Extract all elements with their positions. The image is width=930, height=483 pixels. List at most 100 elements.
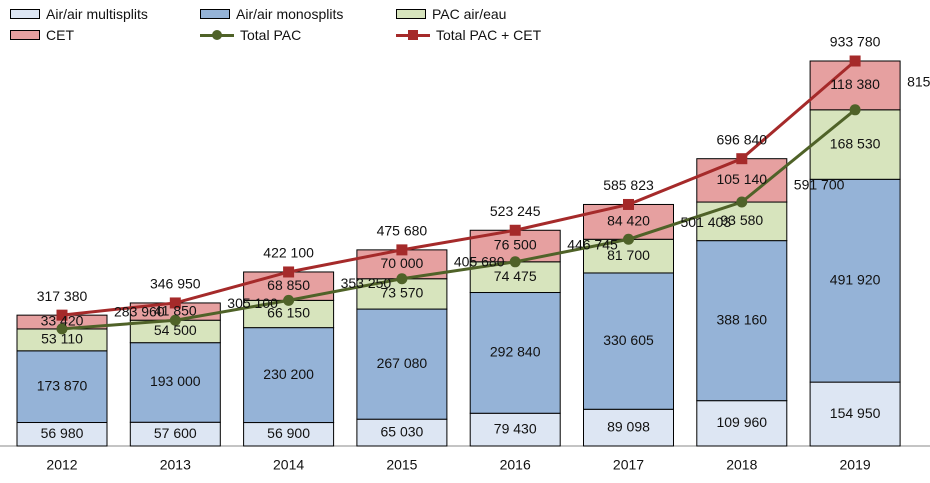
legend-label: PAC air/eau <box>432 6 507 22</box>
bar-segment <box>129 342 221 423</box>
x-tick-label: 2019 <box>840 457 871 473</box>
line-point <box>623 198 634 210</box>
line-value-label: 305 100 <box>227 295 278 311</box>
bar-segment <box>243 327 335 424</box>
line-value-label: 815 400 <box>907 74 930 90</box>
line-value-label: 353 250 <box>341 275 392 291</box>
bar-value-label: 53 110 <box>41 331 83 347</box>
x-tick-label: 2014 <box>273 457 304 473</box>
bar-value-label: 292 840 <box>490 344 541 360</box>
legend-swatch <box>10 9 40 19</box>
bar-segment <box>696 400 788 447</box>
bar-segment <box>469 292 561 414</box>
bar-value-label: 105 140 <box>716 171 767 187</box>
line-value-label: 933 780 <box>830 34 881 50</box>
line-value-label: 317 380 <box>37 288 88 304</box>
x-tick-label: 2013 <box>160 457 191 473</box>
bar-value-label: 81 700 <box>607 247 650 263</box>
bar-value-label: 66 150 <box>267 305 310 321</box>
legend-swatch <box>10 30 40 40</box>
line-point <box>56 309 68 321</box>
line-point <box>283 294 295 306</box>
legend-swatch <box>200 9 230 19</box>
line-point <box>849 55 861 67</box>
line-point <box>396 244 408 256</box>
bar-segment <box>16 350 108 424</box>
bar-value-label: 54 500 <box>154 322 197 338</box>
bar-value-label: 73 570 <box>380 285 423 301</box>
legend-swatch <box>396 9 426 19</box>
line-point <box>169 314 181 326</box>
x-tick-label: 2017 <box>613 457 644 473</box>
bar-segment <box>809 178 901 383</box>
bar-value-label: 76 500 <box>494 237 537 253</box>
line-value-label: 591 700 <box>794 177 845 193</box>
line-point <box>509 224 521 236</box>
line-value-label: 475 680 <box>377 223 428 239</box>
line-point <box>736 196 748 208</box>
legend-label: Total PAC <box>240 27 302 43</box>
legend-item-air-air-monosplits: Air/air monosplits <box>200 6 343 22</box>
line-value-label: 283 960 <box>114 304 165 320</box>
bar-segment <box>356 308 448 420</box>
x-tick-label: 2016 <box>500 457 531 473</box>
bar-segment <box>696 201 788 242</box>
bar-value-label: 193 000 <box>150 373 201 389</box>
bar-segment <box>583 272 674 410</box>
bar-value-label: 70 000 <box>380 255 423 271</box>
line-point <box>56 323 68 335</box>
bar-value-label: 56 980 <box>41 425 84 441</box>
bar-segment <box>469 412 561 447</box>
bar-value-label: 89 098 <box>607 418 650 434</box>
line-value-label: 405 680 <box>454 253 505 269</box>
bar-value-label: 74 475 <box>494 268 537 284</box>
bar-value-label: 330 605 <box>603 332 654 348</box>
line-point <box>283 266 295 278</box>
line-value-label: 523 245 <box>490 203 541 219</box>
x-tick-label: 2012 <box>46 457 77 473</box>
bar-segment <box>356 418 448 447</box>
bar-value-label: 154 950 <box>830 405 881 421</box>
bar-segment <box>696 240 788 402</box>
bar-value-label: 168 530 <box>830 135 881 151</box>
bar-value-label: 68 850 <box>267 277 310 293</box>
line-point <box>849 104 861 116</box>
bar-value-label: 173 870 <box>37 377 88 393</box>
line-value-label: 585 823 <box>603 177 654 193</box>
series-line <box>61 59 857 317</box>
bar-value-label: 84 420 <box>607 213 650 229</box>
bar-value-label: 267 080 <box>377 355 428 371</box>
legend-label: Air/air monosplits <box>236 6 344 22</box>
line-value-label: 696 840 <box>716 131 767 147</box>
legend-item-total-pac-cet: Total PAC + CET <box>396 27 541 43</box>
legend-label: Air/air multisplits <box>46 6 148 22</box>
bar-value-label: 56 900 <box>267 425 310 441</box>
line-point <box>623 233 634 245</box>
bar-value-label: 388 160 <box>716 311 767 327</box>
legend-line-marker <box>200 29 234 41</box>
bar-value-label: 93 580 <box>720 212 763 228</box>
series-line <box>61 108 857 331</box>
line-value-label: 422 100 <box>263 245 314 261</box>
bar-value-label: 118 380 <box>830 76 880 92</box>
bar-value-label: 491 920 <box>830 271 881 287</box>
legend-line-marker <box>396 29 430 41</box>
line-value-label: 446 745 <box>567 237 618 253</box>
x-tick-label: 2018 <box>726 457 757 473</box>
legend-item-total-pac: Total PAC <box>200 27 301 43</box>
bar-value-label: 33 420 <box>41 313 84 329</box>
legend-item-cet: CET <box>10 27 74 43</box>
legend-item-air-air-multisplits: Air/air multisplits <box>10 6 148 22</box>
line-point <box>169 297 181 309</box>
bar-segment <box>696 158 788 203</box>
line-value-label: 346 950 <box>150 276 201 292</box>
bar-value-label: 41 850 <box>154 302 197 318</box>
line-point <box>396 273 408 285</box>
bar-value-label: 79 430 <box>494 420 537 436</box>
legend-label: CET <box>46 27 74 43</box>
bar-value-label: 230 200 <box>263 366 314 382</box>
legend-label: Total PAC + CET <box>436 27 542 43</box>
legend-item-pac-air-eau: PAC air/eau <box>396 6 506 22</box>
line-point <box>509 256 521 268</box>
